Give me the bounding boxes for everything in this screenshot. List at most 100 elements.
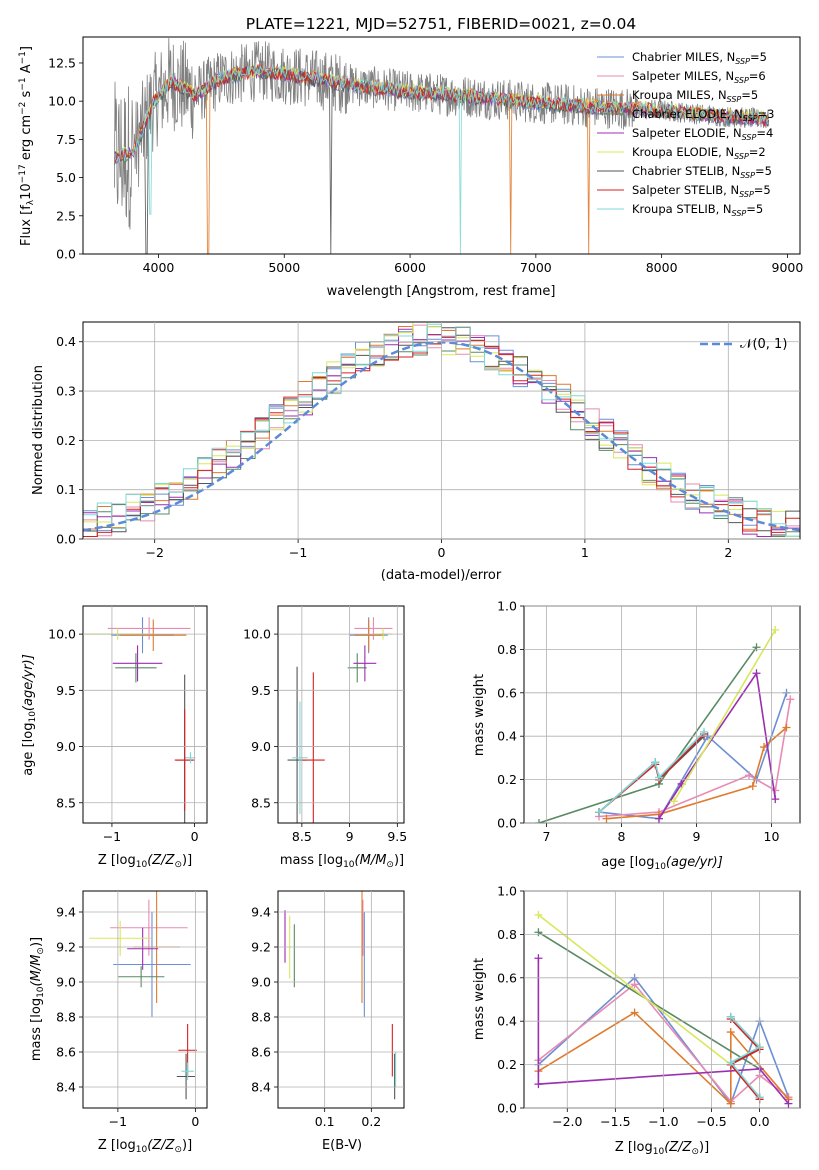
weight-series-line (537, 914, 732, 1066)
weight-marker (630, 1008, 639, 1017)
y-tick-label: 9.0 (56, 975, 76, 990)
x-tick-label: 9 (346, 829, 354, 844)
y-tick-label: 1.0 (497, 599, 517, 614)
weight-lines (535, 625, 795, 823)
model-spectrum-line (114, 65, 770, 254)
x-tick-label: 0 (438, 545, 446, 560)
weight-marker (602, 814, 611, 823)
weight-marker (655, 773, 663, 782)
spectrum-panel: 4000 5000 6000 7000 8000 9000 0.0 2.5 5.0 7.5 10.0… (18, 36, 804, 299)
legend-label: Chabrier MILES, NSSP=5 (632, 50, 767, 66)
y-tick-label: 0.2 (497, 1057, 517, 1072)
weight-series-line (729, 1016, 761, 1098)
y-tick-label: 9.0 (251, 975, 271, 990)
x-tick-label: 1 (581, 545, 589, 560)
x-tick-label: 4000 (143, 260, 175, 275)
residuals-panel: −2 −1 0 1 2 0.0 0.1 0.2 0.3 0.4 (data-model)/erro… (31, 321, 801, 583)
x-tick-label: −1.0 (648, 1114, 678, 1129)
y-tick-label: 0.0 (497, 816, 517, 831)
weight-marker (748, 782, 757, 791)
weight-marker (726, 1099, 735, 1108)
x-tick-label: 10 (764, 829, 780, 844)
x-tick-label: 9000 (772, 260, 804, 275)
y-tick-label: 9.5 (251, 683, 271, 698)
x-tick-label: −2 (145, 545, 163, 560)
y-tick-label: 9.0 (56, 739, 76, 754)
y-tick-label: 8.5 (56, 795, 76, 810)
weight-marker (535, 819, 543, 823)
weight-marker (670, 797, 678, 806)
y-tick-label: 1.0 (497, 884, 517, 899)
weight-marker (726, 1012, 735, 1021)
y-tick-label: 5.0 (56, 170, 76, 185)
x-tick-label: 2 (724, 545, 732, 560)
x-tick-label: 0.1 (315, 1114, 335, 1129)
weight-marker (726, 1058, 735, 1067)
weight-marker (700, 727, 708, 736)
model-spectrum-line (113, 65, 769, 166)
weight-marker (726, 1028, 735, 1037)
weight-marker (534, 954, 543, 963)
x-tick-label: −0.5 (696, 1114, 726, 1129)
y-tick-label: 0.0 (56, 532, 76, 547)
y-tick-label: 12.5 (48, 55, 76, 70)
weight-marker (534, 928, 543, 937)
residuals-xlabel: (data-model)/error (381, 568, 502, 583)
x-tick-label: −1.5 (600, 1114, 630, 1129)
weight-marker (630, 980, 639, 989)
legend-label: Kroupa MILES, NSSP=5 (632, 88, 758, 104)
mass-vs-ebv-xlabel: E(B-V) (322, 1138, 362, 1153)
weight-marker (595, 808, 603, 817)
y-tick-label: 8.8 (251, 1010, 271, 1025)
y-tick-label: 0.6 (497, 685, 517, 700)
weight-series-line (729, 1018, 761, 1100)
y-tick-label: 10.0 (48, 94, 76, 109)
weight-marker (786, 695, 795, 704)
weight-marker (784, 1099, 793, 1108)
x-tick-label: −1 (103, 829, 121, 844)
weight-marker (771, 795, 780, 804)
legend-label: Salpeter ELODIE, NSSP=4 (632, 126, 773, 142)
weight-marker (760, 743, 768, 752)
mass-vs-ebv-panel: 0.1 0.2 8.4 8.6 8.8 9.0 9.2 9.4 E(B-V) (251, 890, 405, 1153)
age-vs-mass-xlabel: mass [log10(M/M⊙)] (280, 853, 404, 870)
x-tick-label: −2.0 (552, 1114, 582, 1129)
weight-series-line (673, 629, 776, 802)
x-tick-label: 7000 (520, 260, 552, 275)
legend-label: Chabrier ELODIE, NSSP=3 (632, 107, 774, 123)
legend-label: Chabrier STELIB, NSSP=5 (632, 164, 772, 180)
x-tick-label: 8.5 (292, 829, 312, 844)
weight-marker (752, 669, 761, 678)
weight-marker (771, 786, 780, 795)
y-tick-label: 9.4 (251, 905, 271, 920)
y-tick-label: 9.2 (251, 940, 271, 955)
spectrum-xlabel: wavelength [Angstrom, rest frame] (327, 284, 556, 299)
y-tick-label: 0.1 (56, 482, 76, 497)
y-tick-label: 2.5 (56, 208, 76, 223)
y-tick-label: 0.0 (497, 1101, 517, 1116)
weight-marker (534, 910, 543, 919)
weight-vs-Z-ylabel: mass weight (472, 958, 487, 1040)
x-tick-label: 0.0 (750, 1114, 770, 1129)
x-tick-label: 8 (618, 829, 626, 844)
weight-vs-Z-panel: −2.0 −1.5 −1.0 −0.5 0.0 0.0 0.2 0.4 0.6 0.8 1.0 Z … (472, 884, 801, 1157)
x-tick-label: 9 (693, 829, 701, 844)
residuals-ylabel: Normed distribution (31, 365, 46, 495)
x-tick-label: 7 (543, 829, 551, 844)
weight-marker (745, 771, 753, 780)
spectrum-legend: Chabrier MILES, NSSP=5 Salpeter MILES, NS… (597, 50, 774, 218)
spectrum-ylabel: Flux [fλ10−17 erg cm−2 s−1 A−1] (18, 46, 36, 246)
y-tick-label: 0.2 (497, 772, 517, 787)
y-tick-label: 8.8 (56, 1010, 76, 1025)
y-tick-label: 8.4 (56, 1080, 76, 1095)
age-vs-Z-xlabel: Z [log10(Z/Z⊙)] (98, 853, 192, 870)
mass-vs-Z-ylabel: mass [log10(M/M⊙)] (29, 937, 46, 1061)
legend-label: Kroupa ELODIE, NSSP=2 (632, 145, 766, 161)
y-tick-label: 9.5 (56, 683, 76, 698)
weight-marker (651, 758, 660, 767)
gaussian-legend-label: 𝒩(0, 1) (740, 337, 787, 352)
legend-label: Salpeter MILES, NSSP=6 (632, 69, 766, 85)
y-tick-label: 9.2 (56, 940, 76, 955)
x-tick-label: 0 (191, 829, 199, 844)
